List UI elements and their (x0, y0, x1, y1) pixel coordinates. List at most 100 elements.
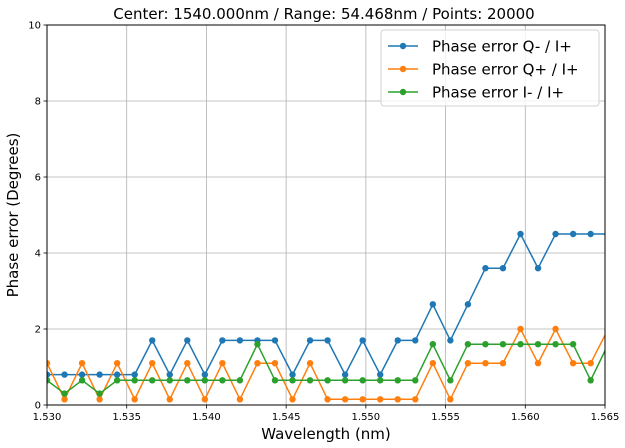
data-point (166, 396, 173, 403)
data-point (464, 301, 472, 308)
plot-series (47, 230, 605, 403)
data-point (47, 360, 51, 367)
y-tick-label: 2 (35, 325, 41, 336)
x-tick-label: 1.545 (272, 412, 301, 423)
data-point (324, 396, 331, 403)
data-point (412, 337, 419, 344)
data-point (499, 265, 507, 272)
data-point (464, 360, 472, 367)
y-tick-label: 8 (35, 97, 41, 108)
data-point (201, 377, 209, 384)
data-point (201, 396, 209, 403)
data-point (113, 377, 121, 384)
data-point (499, 360, 507, 367)
data-point (604, 328, 605, 330)
data-point (429, 301, 437, 308)
data-point (236, 377, 244, 384)
x-tick-label: 1.535 (112, 412, 141, 423)
axis-ticks: 1.530 1.535 1.540 1.545 1.550 1.555 1.560 1.565… (28, 21, 619, 424)
data-point (201, 371, 209, 378)
data-point (587, 377, 594, 384)
data-point (254, 360, 261, 367)
data-point (306, 337, 314, 344)
data-point (377, 371, 384, 378)
chart-title: Center: 1540.000nm / Range: 54.468nm / P… (113, 5, 534, 23)
data-point (569, 230, 577, 238)
data-point (271, 360, 279, 367)
data-point (131, 396, 138, 403)
data-point (47, 371, 51, 378)
x-tick-label: 1.540 (192, 412, 221, 423)
data-point (166, 377, 173, 384)
data-point (587, 230, 594, 238)
data-point (219, 360, 226, 367)
data-point (306, 360, 314, 367)
data-point (96, 371, 103, 378)
data-point (149, 360, 156, 367)
data-point (429, 341, 437, 348)
data-point (341, 396, 349, 403)
data-point (499, 341, 507, 348)
data-point (447, 377, 454, 384)
data-point (271, 377, 279, 384)
data-point (324, 377, 331, 384)
data-point (394, 396, 401, 403)
data-point (61, 396, 68, 403)
plot-area (47, 230, 605, 403)
data-point (184, 337, 191, 344)
data-point (482, 341, 489, 348)
data-point (552, 341, 559, 348)
legend-marker (399, 42, 407, 50)
data-point (131, 371, 138, 378)
y-tick-label: 6 (35, 173, 41, 184)
series-line (47, 342, 605, 395)
x-tick-label: 1.555 (431, 412, 460, 423)
data-point (517, 230, 524, 238)
x-tick-label: 1.550 (352, 412, 381, 423)
data-point (113, 360, 121, 367)
x-tick-label: 1.560 (511, 412, 540, 423)
data-point (534, 265, 542, 272)
data-point (236, 396, 244, 403)
data-point (341, 377, 349, 384)
data-point (78, 360, 86, 367)
data-point (517, 325, 524, 333)
legend-label: Phase error Q- / I+ (432, 38, 572, 56)
data-point (359, 337, 366, 344)
legend: Phase error Q- / I+ Phase error Q+ / I+ Ph… (380, 29, 600, 107)
data-point (78, 377, 86, 384)
x-tick-label: 1.530 (33, 412, 62, 423)
data-point (394, 337, 401, 344)
data-point (412, 377, 419, 384)
y-tick-label: 0 (35, 401, 41, 412)
y-tick-label: 4 (35, 249, 41, 260)
data-point (604, 343, 605, 345)
data-point (341, 371, 349, 378)
data-point (534, 360, 542, 367)
data-point (219, 377, 226, 384)
data-point (61, 371, 68, 378)
data-point (552, 325, 559, 333)
legend-label: Phase error Q+ / I+ (432, 61, 579, 79)
data-point (324, 337, 331, 344)
data-point (306, 377, 314, 384)
data-point (569, 360, 577, 367)
axes-frame (46, 24, 606, 406)
series-line (47, 232, 605, 377)
data-point (464, 341, 472, 348)
data-point (447, 337, 454, 344)
data-point (289, 396, 296, 403)
data-point (289, 377, 296, 384)
data-point (236, 337, 244, 344)
data-point (429, 360, 437, 367)
data-point (113, 371, 121, 378)
data-point (78, 371, 86, 378)
y-axis-label: Phase error (Degrees) (4, 133, 22, 298)
data-point (447, 396, 454, 403)
data-point (552, 230, 559, 238)
data-point (534, 341, 542, 348)
data-point (184, 360, 191, 367)
data-point (359, 377, 366, 384)
data-point (587, 360, 594, 367)
